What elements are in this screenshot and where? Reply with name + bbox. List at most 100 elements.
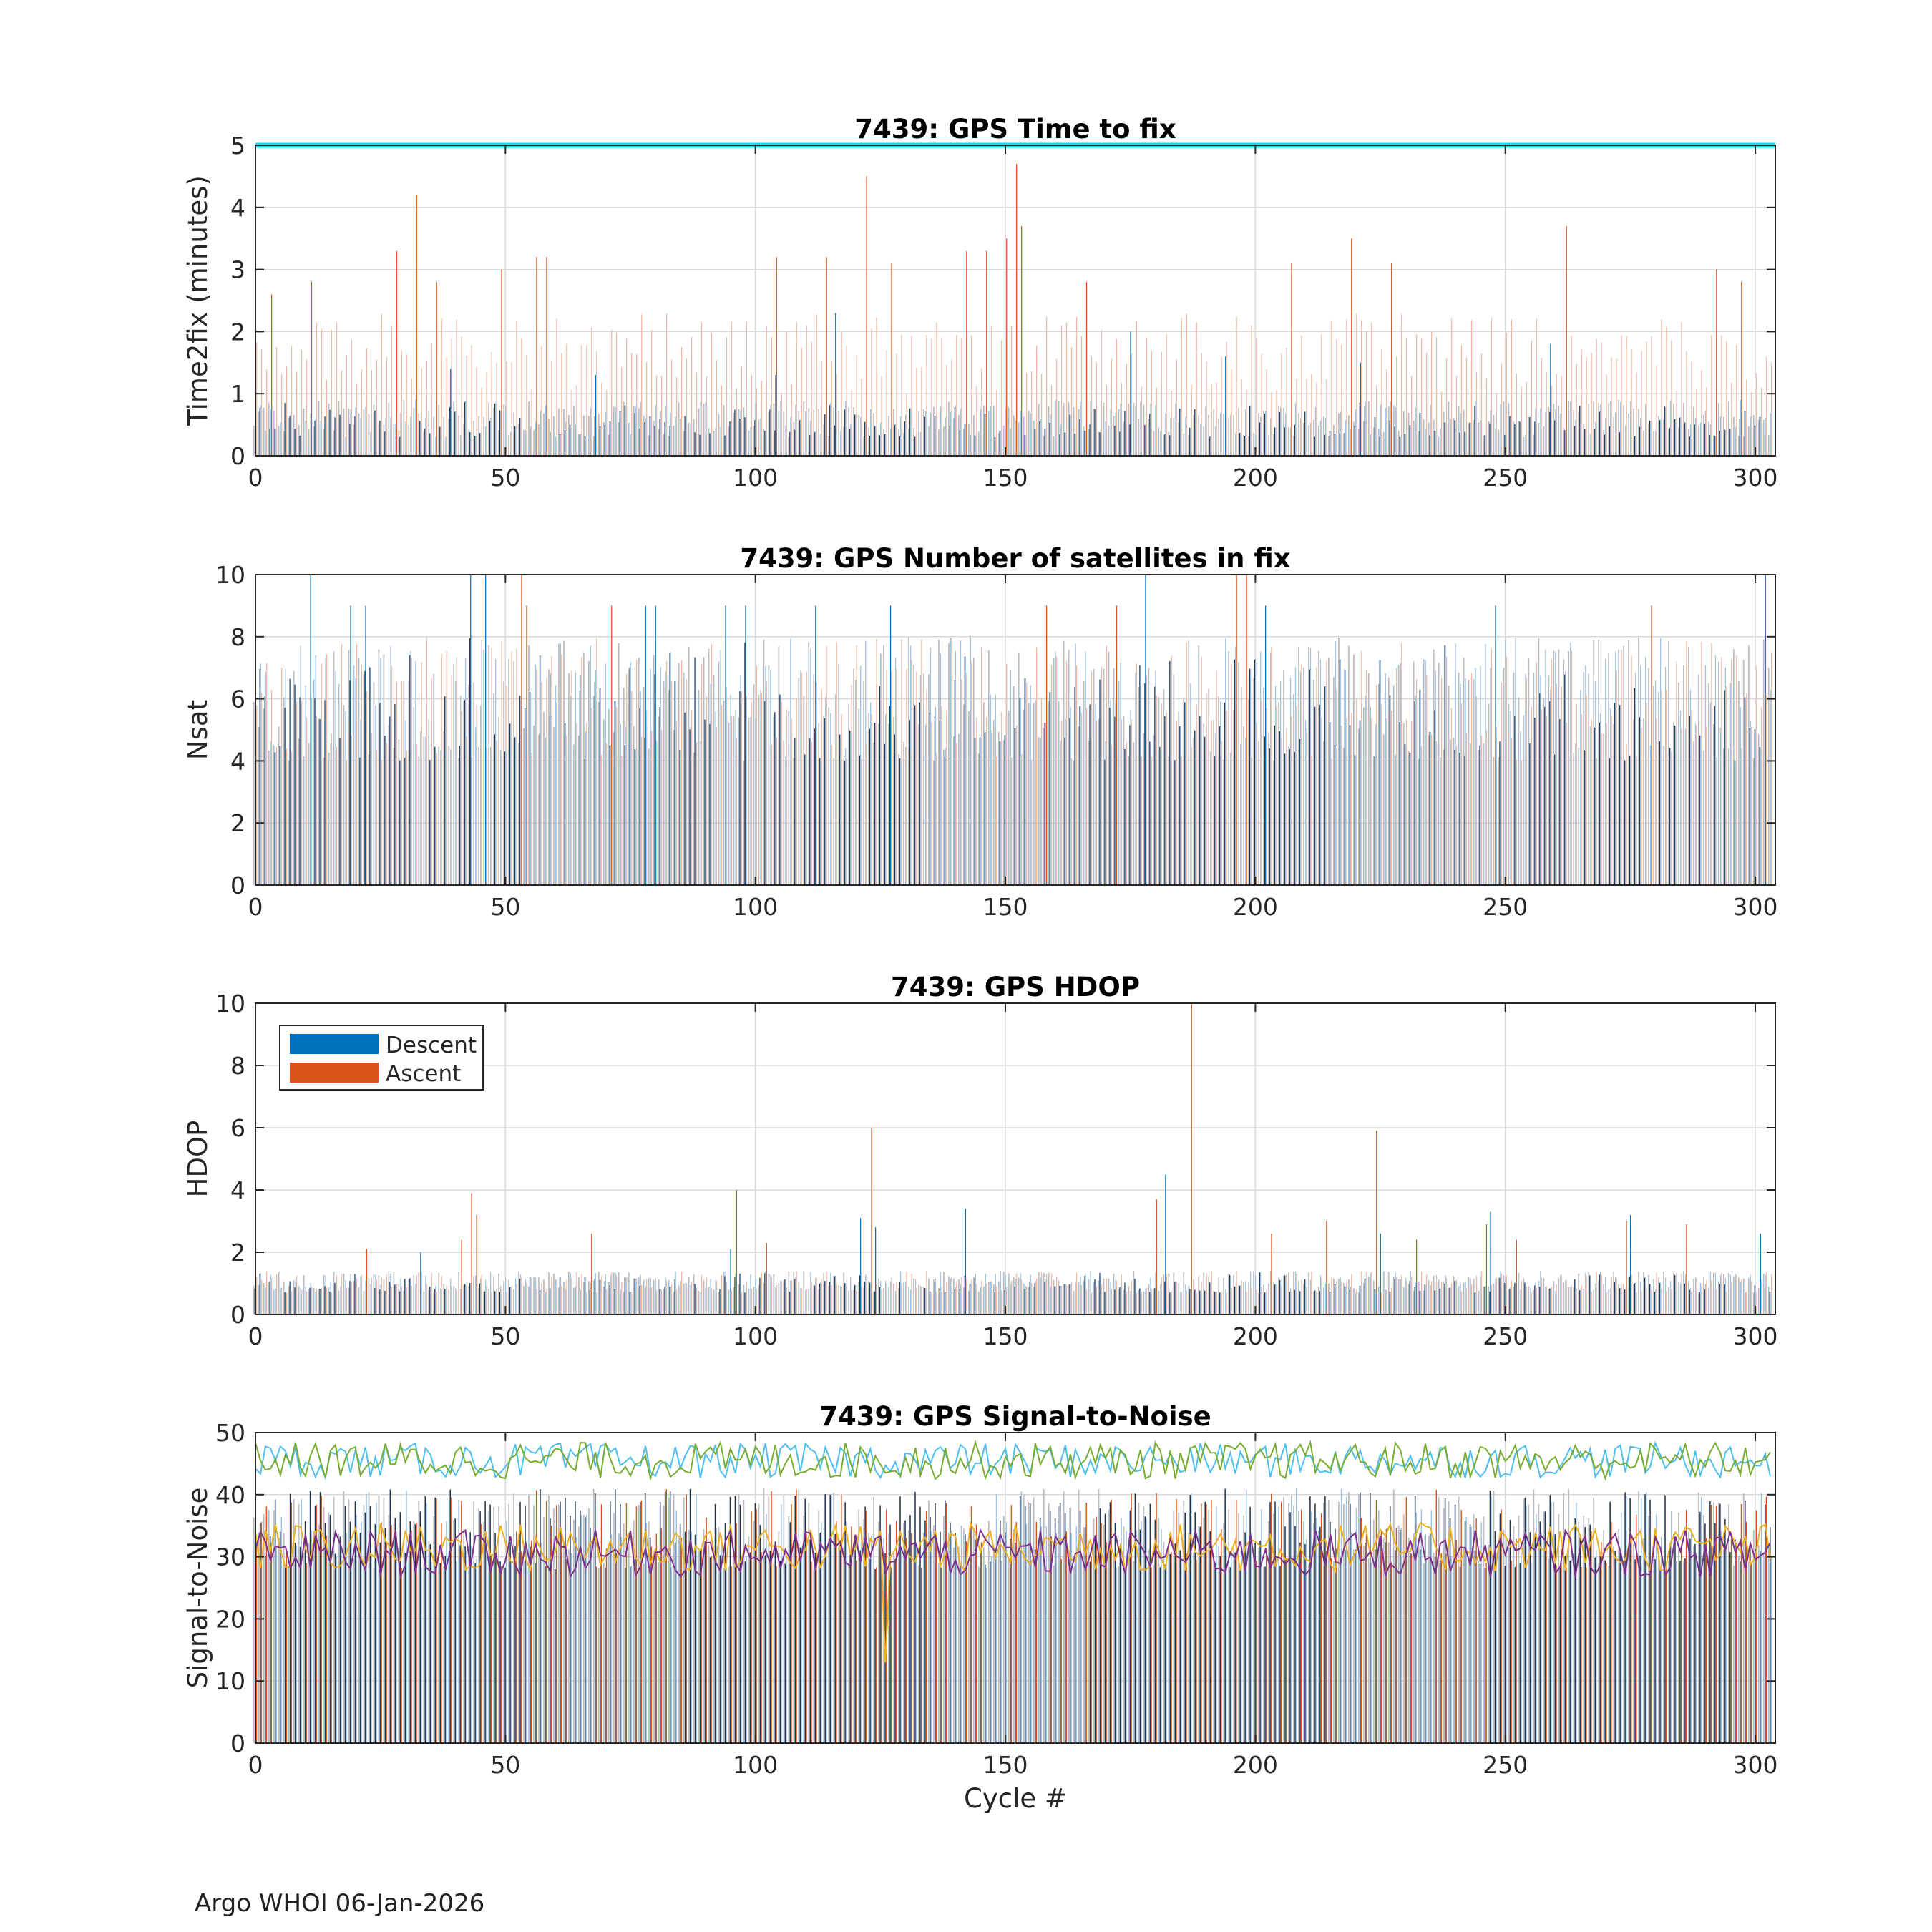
nsat-bar-descent <box>625 726 626 885</box>
time2fix-bar-descent <box>440 426 441 456</box>
nsat-bar-ascent <box>986 717 987 885</box>
snr-bar-dark <box>504 1568 506 1743</box>
nsat-bar-dark <box>1019 698 1021 885</box>
snr-bar-dark <box>389 1489 391 1743</box>
snr-bar-other <box>1113 1556 1115 1743</box>
snr-bar-snr <box>506 1521 507 1743</box>
time2fix-bar-other <box>1468 423 1470 456</box>
nsat-bar-other <box>1058 701 1060 885</box>
time2fix-bar-descent <box>345 436 346 456</box>
time2fix-bar-other <box>1578 411 1580 456</box>
hdop-bar-ascent <box>501 1289 502 1314</box>
nsat-bar-other <box>1213 719 1215 885</box>
snr-bar-other <box>838 1538 840 1743</box>
hdop-bar-descent <box>745 1292 746 1314</box>
nsat-bar-descent <box>635 749 636 885</box>
nsat-bar-descent <box>1654 680 1657 885</box>
nsat-bar-dark <box>1699 735 1701 885</box>
nsat-bar-descent <box>504 751 507 885</box>
hdop-bar-ascent <box>1751 1282 1752 1314</box>
nsat-ytick-label: 10 <box>215 561 245 589</box>
time2fix-bar-descent <box>1520 421 1521 456</box>
hdop-bar-other <box>1113 1274 1115 1314</box>
snr-bar-other <box>977 1566 980 1743</box>
nsat-bar-ascent <box>1681 728 1682 885</box>
snr-bar-other <box>1598 1563 1600 1743</box>
snr-bar-other <box>728 1566 730 1743</box>
snr-bar-other <box>578 1526 580 1743</box>
nsat-bar-descent <box>1190 683 1191 885</box>
time2fix-bar-descent <box>465 400 467 456</box>
snr-bar-snr <box>1405 1497 1407 1743</box>
hdop-bar-ascent <box>431 1273 432 1314</box>
nsat-bar-ascent <box>1460 703 1463 885</box>
nsat-bar-other <box>1413 661 1415 885</box>
time2fix-bar-other <box>1352 421 1355 456</box>
hdop-bar-ascent <box>1091 1292 1093 1314</box>
hdop-bar-ascent <box>601 1276 602 1314</box>
time2fix-bar-descent <box>840 431 841 456</box>
snr-bar-other <box>643 1563 645 1743</box>
snr-bar-snr <box>446 1521 447 1743</box>
nsat-bar-descent <box>1689 689 1692 885</box>
hdop-bar-other <box>1543 1278 1545 1314</box>
nsat-bar-ascent <box>1601 733 1602 885</box>
nsat-bar-dark <box>1459 753 1460 885</box>
hdop-bar-ascent <box>1031 1283 1033 1314</box>
snr-bar-snr <box>1035 1521 1038 1743</box>
snr-bar-other <box>1402 1514 1405 1743</box>
snr-bar-snr <box>955 1537 957 1743</box>
nsat-bar-other <box>1732 649 1735 885</box>
nsat-bar-ascent <box>1701 642 1702 885</box>
hdop-bar-descent <box>545 1292 547 1314</box>
nsat-bar-dark <box>319 719 321 885</box>
nsat-bar-descent <box>270 741 271 885</box>
nsat-bar-ascent <box>1411 721 1413 885</box>
nsat-bar-other <box>1183 698 1185 885</box>
nsat-bar-ascent <box>851 685 852 885</box>
time2fix-bar-ascent <box>1106 385 1108 456</box>
hdop-bar-dark <box>939 1289 941 1314</box>
hdop-bar-other <box>1573 1287 1575 1314</box>
snr-bar-dark <box>1304 1544 1306 1743</box>
nsat-bar-ascent <box>1551 658 1552 885</box>
hdop-bar-other <box>938 1288 940 1314</box>
time2fix-bar-other <box>318 400 320 456</box>
hdop-bar-other <box>948 1276 950 1314</box>
snr-bar-dark <box>1604 1560 1606 1743</box>
nsat-bar-other <box>538 734 540 885</box>
nsat-bar-other <box>1013 686 1015 885</box>
nsat-bar-ascent <box>756 666 757 885</box>
nsat-bar-descent <box>380 658 381 885</box>
nsat-bar-dark <box>1164 716 1166 885</box>
hdop-bar-descent <box>894 1290 897 1314</box>
snr-bar-dark <box>1434 1557 1436 1743</box>
hdop-bar-dark <box>1644 1277 1646 1314</box>
time2fix-bar-dark <box>334 417 336 456</box>
nsat-bar-descent <box>365 605 366 885</box>
hdop-bar-ascent <box>791 1280 792 1314</box>
time2fix-bar-ascent <box>1766 356 1767 456</box>
time2fix-bar-ascent <box>631 353 633 456</box>
snr-bar-other <box>1678 1512 1679 1743</box>
hdop-bar-other <box>1508 1289 1510 1314</box>
snr-bar-snr <box>311 1530 312 1743</box>
nsat-bar-other <box>1423 659 1425 885</box>
snr-bar-other <box>1362 1545 1365 1743</box>
snr-bar-other <box>1737 1556 1740 1743</box>
time2fix-bar-dark <box>1684 422 1686 456</box>
time2fix-bar-ascent <box>1596 338 1597 456</box>
hdop-bar-descent <box>1240 1284 1241 1314</box>
hdop-bar-other <box>1033 1287 1035 1314</box>
hdop-bar-descent <box>835 1276 836 1314</box>
time2fix-bar-ascent <box>1136 321 1137 456</box>
time2fix-bar-dark <box>789 431 791 456</box>
snr-xtick-label: 300 <box>1733 1751 1778 1779</box>
time2fix-bar-ascent <box>311 281 313 456</box>
time2fix-bar-ascent <box>476 367 477 456</box>
snr-bar-snr <box>306 1563 307 1743</box>
time2fix-bar-other <box>1513 421 1515 456</box>
hdop-bar-dark <box>479 1283 481 1314</box>
time2fix-bar-ascent <box>731 321 733 456</box>
time2fix-bar-ascent <box>1491 318 1493 456</box>
